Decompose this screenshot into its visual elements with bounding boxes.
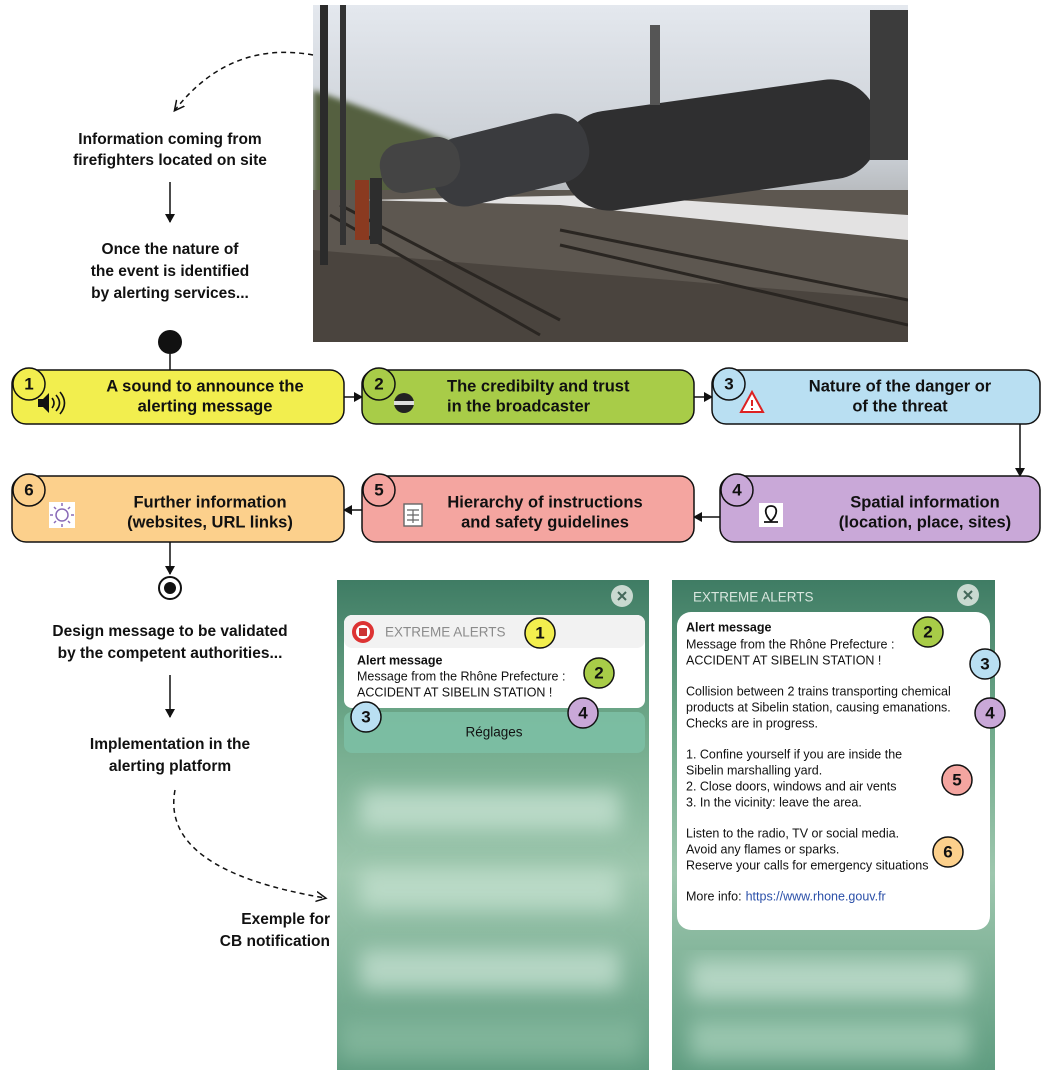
- settings-button: Réglages: [465, 725, 522, 740]
- notification-body: Collision between 2 trains transporting …: [686, 684, 951, 698]
- badge-number: 4: [578, 703, 588, 722]
- step-label: in the broadcaster: [447, 397, 591, 415]
- badge-number: 5: [952, 770, 961, 789]
- badge-number: 1: [535, 623, 544, 642]
- notification-body: 2. Close doors, windows and air vents: [686, 779, 897, 793]
- flow-text: CB notification: [220, 933, 330, 950]
- step-label: Hierarchy of instructions: [447, 493, 642, 511]
- step-label: A sound to announce the: [106, 377, 303, 395]
- notification-title: Alert message: [686, 620, 772, 634]
- step-label: The credibilty and trust: [447, 377, 630, 395]
- badge-number: 2: [923, 622, 932, 641]
- flow-text: Once the nature of: [102, 241, 240, 258]
- step-label: Further information: [133, 493, 286, 511]
- badge-number: 3: [724, 374, 733, 393]
- step-label: Nature of the danger or: [809, 377, 992, 395]
- flow-text: by alerting services...: [91, 285, 249, 302]
- flow-text: firefighters located on site: [73, 152, 267, 169]
- badge-number: 6: [24, 480, 33, 499]
- flow-text: by the competent authorities...: [58, 645, 283, 662]
- flow-text: Exemple for: [241, 911, 330, 928]
- badge-number: 6: [943, 842, 952, 861]
- photo: [313, 5, 908, 342]
- start-node: [158, 330, 182, 354]
- steps: A sound to announce the alerting message 1…: [12, 368, 1040, 542]
- badge-number: 3: [980, 654, 989, 673]
- notification-header: EXTREME ALERTS: [385, 625, 506, 640]
- flow-text: Information coming from: [78, 131, 261, 148]
- link-prefix: More info:: [686, 889, 742, 903]
- notification-body: Listen to the radio, TV or social media.: [686, 826, 899, 840]
- end-node-core: [164, 582, 176, 594]
- notification-body: Sibelin marshalling yard.: [686, 763, 822, 777]
- notification-body: 1. Confine yourself if you are inside th…: [686, 747, 902, 761]
- badge-number: 2: [594, 663, 603, 682]
- flow-text: alerting platform: [109, 758, 231, 775]
- notification-body: Checks are in progress.: [686, 716, 818, 730]
- badge-number: 3: [361, 707, 370, 726]
- badge-number: 2: [374, 374, 383, 393]
- figure: A sound to announce the alerting message 1…: [0, 0, 1045, 1075]
- notification-body: Reserve your calls for emergency situati…: [686, 858, 928, 872]
- flow-text: the event is identified: [91, 263, 249, 280]
- step-label: of the threat: [852, 397, 948, 415]
- step-label: Spatial information: [850, 493, 999, 511]
- badge-number: 5: [374, 480, 383, 499]
- notification-body: products at Sibelin station, causing ema…: [686, 700, 951, 714]
- step-label: and safety guidelines: [461, 513, 629, 531]
- badge-number: 1: [24, 374, 33, 393]
- badge-number: 4: [985, 703, 995, 722]
- notification-body: 3. In the vicinity: leave the area.: [686, 795, 862, 809]
- notification-title: Alert message: [357, 653, 443, 667]
- icon-logo-band: [394, 401, 414, 405]
- page: Alert message design { "left_flow": { "s…: [0, 0, 1045, 1075]
- step-label: (location, place, sites): [839, 513, 1011, 531]
- flow-text: Design message to be validated: [52, 623, 287, 640]
- notification-body: Avoid any flames or sparks.: [686, 842, 839, 856]
- step-label: (websites, URL links): [127, 513, 293, 531]
- notification-header: EXTREME ALERTS: [693, 590, 814, 605]
- notification-body: ACCIDENT AT SIBELIN STATION !: [686, 653, 881, 667]
- step-label: alerting message: [138, 397, 273, 415]
- page-body: A sound to announce the alerting message 1…: [0, 0, 1045, 1075]
- notification-body: Message from the Rhône Prefecture :: [686, 637, 894, 651]
- info-link: https://www.rhone.gouv.fr: [746, 889, 886, 903]
- notification-body: ACCIDENT AT SIBELIN STATION !: [357, 685, 552, 699]
- flow-text: Implementation in the: [90, 736, 251, 753]
- badge-number: 4: [732, 480, 742, 499]
- notification-body: Message from the Rhône Prefecture :: [357, 669, 565, 683]
